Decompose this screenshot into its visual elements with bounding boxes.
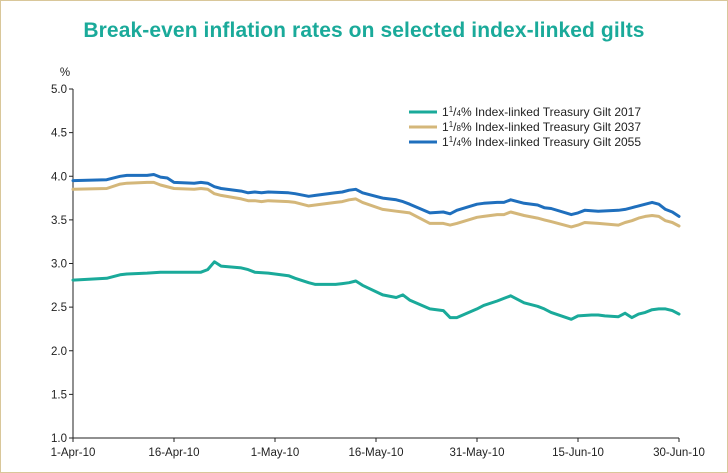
legend-label-1: 11/4% Index-linked Treasury Gilt 2017 bbox=[442, 105, 641, 119]
y-tick-label: 1.0 bbox=[51, 433, 67, 445]
legend: 11/4% Index-linked Treasury Gilt 201711/… bbox=[409, 105, 641, 149]
axes: 5.0 4.5 4.0 3.5 3.0 2.5 2.0 1.5 1.0 1-Apr-10 16-Ap… bbox=[51, 84, 705, 459]
legend-label-3: 11/4% Index-linked Treasury Gilt 2055 bbox=[442, 135, 641, 149]
y-tick-label: 5.0 bbox=[51, 84, 67, 96]
series-layer bbox=[71, 173, 681, 321]
chart-title: Break-even inflation rates on selected i… bbox=[83, 19, 645, 42]
x-tick-label: 30-Jun-10 bbox=[653, 447, 705, 459]
series-line-2 bbox=[71, 180, 681, 229]
x-tick-label: 15-Jun-10 bbox=[552, 447, 604, 459]
x-tick-label: 1-Apr-10 bbox=[51, 447, 96, 459]
x-tick-label: 1-May-10 bbox=[251, 447, 300, 459]
y-tick-label: 2.5 bbox=[51, 302, 67, 314]
x-tick-label: 16-Apr-10 bbox=[148, 447, 199, 459]
y-tick-label: 4.5 bbox=[51, 128, 67, 140]
y-tick-label: 4.0 bbox=[51, 171, 67, 183]
legend-label-2: 11/8% Index-linked Treasury Gilt 2037 bbox=[442, 120, 641, 134]
y-tick-label: 2.0 bbox=[51, 346, 67, 358]
series-line-3 bbox=[71, 173, 681, 218]
x-tick-label: 31-May-10 bbox=[450, 447, 505, 459]
y-tick-label: 3.5 bbox=[51, 215, 67, 227]
y-axis-unit-label: % bbox=[60, 67, 70, 79]
x-tick-label: 16-May-10 bbox=[349, 447, 404, 459]
y-tick-label: 1.5 bbox=[51, 389, 67, 401]
series-line-1 bbox=[71, 260, 681, 321]
y-tick-label: 3.0 bbox=[51, 259, 67, 271]
